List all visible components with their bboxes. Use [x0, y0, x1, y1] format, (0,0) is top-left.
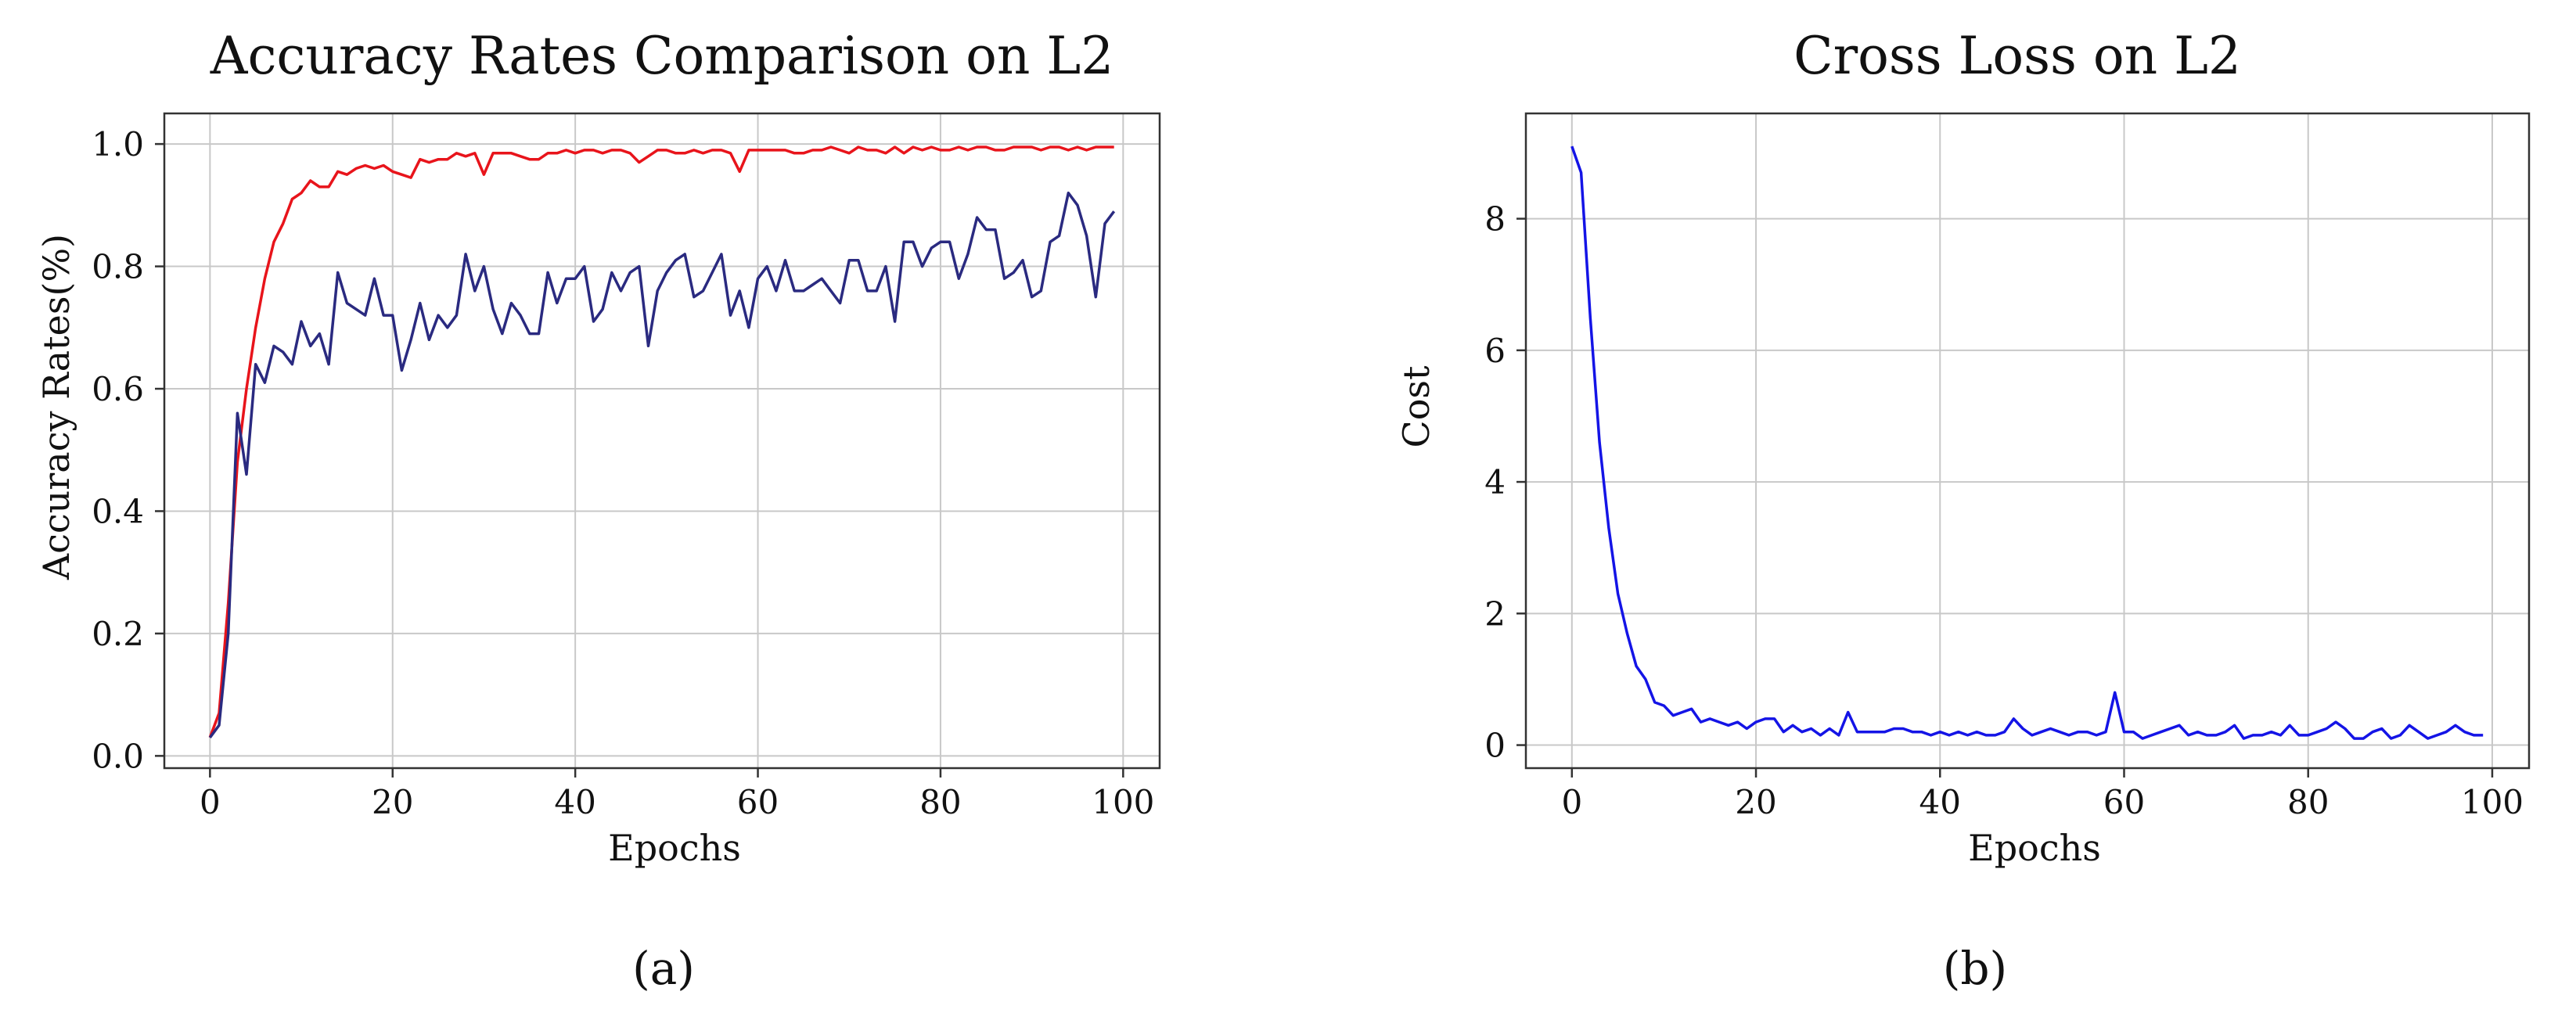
chart-a-y-tick-label: 0.6 — [92, 370, 144, 408]
chart-a-y-label: Accuracy Rates(%) — [35, 234, 77, 580]
chart-b-x-tick-label: 100 — [2461, 783, 2524, 821]
chart-a-x-tick-label: 0 — [200, 783, 221, 821]
chart-a-x-label: Epochs — [608, 827, 741, 869]
chart-a-plot-frame — [163, 112, 1161, 770]
chart-a-y-tick-label: 0.4 — [92, 492, 144, 530]
loss-chart: Cross Loss on L2 0 20 40 60 80 100 0 2 4 6 8 Epoch… — [1395, 26, 2531, 995]
chart-b-panel-label: (b) — [1943, 942, 2007, 995]
chart-b-x-tick-label: 20 — [1735, 783, 1776, 821]
chart-b-x-label: Epochs — [1968, 827, 2101, 869]
chart-b-y-tick-label: 6 — [1484, 332, 1506, 370]
chart-a-series-line-1 — [208, 145, 1114, 738]
chart-a-y-tick-label: 0.2 — [92, 615, 144, 653]
chart-a-x-tick-label: 40 — [554, 783, 595, 821]
chart-a-panel-label: (a) — [632, 942, 695, 995]
chart-a-y-tick-label: 0.8 — [92, 248, 144, 286]
chart-a-x-tick-label: 60 — [737, 783, 779, 821]
chart-a-series-line-2 — [208, 191, 1116, 738]
chart-b-x-tick-label: 0 — [1561, 783, 1582, 821]
chart-b-series-line-1 — [1570, 145, 2484, 740]
chart-b-x-tick-label: 60 — [2103, 783, 2145, 821]
chart-b-x-tick-label: 80 — [2287, 783, 2329, 821]
chart-a-x-tick-label: 80 — [919, 783, 961, 821]
chart-a-title: Accuracy Rates Comparison on L2 — [210, 26, 1114, 86]
chart-b-x-tick-label: 40 — [1919, 783, 1961, 821]
chart-b-y-tick-label: 2 — [1484, 594, 1506, 633]
chart-a-y-tick-label: 1.0 — [92, 125, 144, 163]
chart-b-y-tick-label: 4 — [1484, 463, 1506, 501]
chart-a-y-tick-label: 0.0 — [92, 737, 144, 775]
chart-a-x-tick-label: 20 — [372, 783, 413, 821]
chart-b-y-tick-label: 8 — [1484, 200, 1506, 239]
chart-b-y-label: Cost — [1395, 365, 1437, 447]
chart-b-title: Cross Loss on L2 — [1793, 26, 2241, 86]
accuracy-chart: Accuracy Rates Comparison on L2 0 20 40 60 8… — [35, 26, 1161, 995]
chart-b-y-tick-label: 0 — [1484, 727, 1506, 765]
chart-a-x-tick-label: 100 — [1092, 783, 1154, 821]
chart-b-plot-frame — [1524, 112, 2531, 770]
